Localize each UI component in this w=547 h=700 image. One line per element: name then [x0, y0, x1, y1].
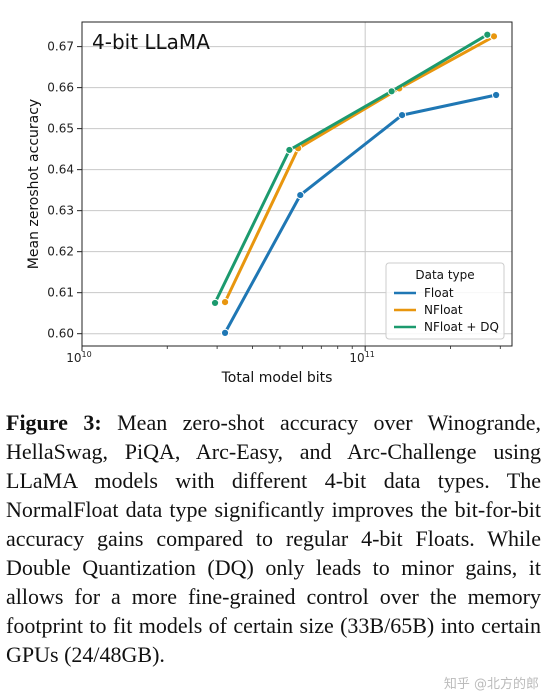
legend-label: Float	[424, 286, 454, 300]
legend-label: NFloat + DQ	[424, 320, 499, 334]
legend: Data type Float NFloat NFloat + DQ	[385, 262, 505, 340]
y-tick-label: 0.62	[47, 245, 74, 259]
x-tick-exponent: 11	[365, 350, 375, 359]
x-tick-label: 1010	[66, 350, 91, 365]
y-tick-label: 0.63	[47, 204, 74, 218]
legend-label: NFloat	[424, 303, 463, 317]
data-point	[220, 298, 230, 307]
grid	[81, 22, 512, 346]
y-tick-label: 0.67	[47, 40, 74, 54]
data-point	[397, 110, 407, 120]
y-tick-label: 0.61	[47, 286, 74, 300]
data-point	[492, 90, 501, 100]
legend-box	[385, 262, 505, 340]
series-line	[223, 34, 496, 304]
series-lines	[210, 30, 501, 337]
y-axis-label: Mean zeroshot accuracy	[26, 99, 42, 269]
chart: 1010 10110.600.610.620.630.640.650.660.67…	[26, 21, 513, 386]
data-point	[483, 30, 492, 39]
data-point	[387, 87, 396, 96]
data-point	[210, 298, 220, 308]
y-tick-label: 0.60	[47, 327, 74, 341]
chart-title: 4-bit LLaMA	[92, 30, 210, 54]
x-tick-exponent: 10	[82, 350, 92, 359]
data-point	[220, 328, 230, 337]
series-line	[213, 33, 489, 305]
series-line	[223, 93, 498, 335]
y-tick-label: 0.66	[47, 81, 74, 95]
data-point	[285, 145, 294, 155]
caption-label: Figure 3:	[6, 410, 102, 435]
y-tick-label: 0.65	[47, 122, 74, 136]
caption-text: Mean zero-shot accuracy over Winogrande,…	[6, 410, 542, 667]
x-axis-label: Total model bits	[221, 370, 333, 386]
legend-title: Data type	[415, 268, 474, 282]
watermark: 知乎 @北方的郎	[443, 677, 539, 692]
x-tick-label: 1011	[349, 350, 374, 365]
plot-frame	[81, 21, 513, 347]
data-point	[296, 190, 305, 200]
y-tick-label: 0.64	[47, 163, 74, 177]
figure-caption: Figure 3: Mean zero-shot accuracy over W…	[6, 408, 541, 669]
data-point	[489, 32, 499, 41]
